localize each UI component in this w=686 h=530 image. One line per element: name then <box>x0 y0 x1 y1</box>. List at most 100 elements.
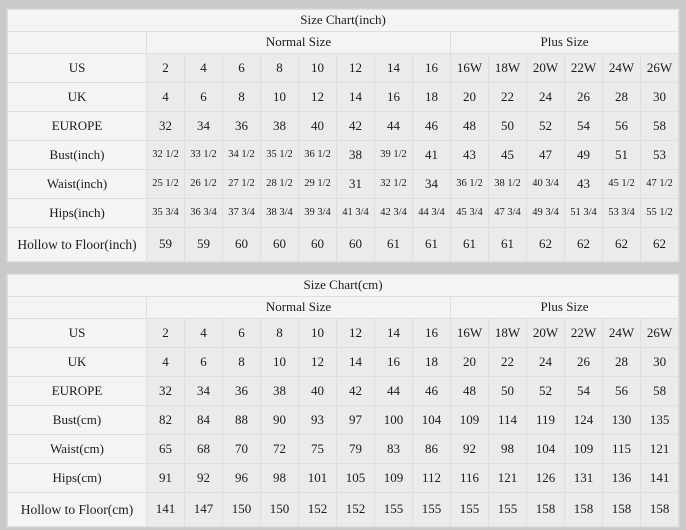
row-label: Bust(inch) <box>7 140 147 170</box>
data-cell: 56 <box>602 376 641 406</box>
data-cell: 152 <box>298 492 337 527</box>
data-cell: 121 <box>488 463 527 493</box>
data-cell: 53 3/4 <box>602 198 641 228</box>
chart-title: Size Chart(inch) <box>6 9 680 32</box>
data-cell: 88 <box>222 405 261 435</box>
data-cell: 45 <box>488 140 527 170</box>
data-cell: 28 1/2 <box>260 169 299 199</box>
data-cell: 48 <box>450 376 489 406</box>
data-cell: 10 <box>298 318 337 348</box>
data-cell: 46 <box>412 376 451 406</box>
table-row: EUROPE 32 34 36 38 40 42 44 46 48 50 52 54 56 58 <box>7 376 680 406</box>
data-cell: 6 <box>184 347 223 377</box>
table-row: Hips(inch) 35 3/4 36 3/4 37 3/4 38 3/4 39 3/4… <box>7 198 680 228</box>
data-cell: 70 <box>222 434 261 464</box>
data-cell: 28 <box>602 347 641 377</box>
table-row: Hollow to Floor(inch) 59 59 60 60 60 60 61 61 61 6… <box>7 227 680 262</box>
data-cell: 124 <box>564 405 603 435</box>
data-cell: 26W <box>639 53 680 83</box>
data-cell: 10 <box>298 53 337 83</box>
data-cell: 30 <box>639 82 680 112</box>
data-cell: 8 <box>260 318 299 348</box>
data-cell: 104 <box>412 405 451 435</box>
data-cell: 36 1/2 <box>450 169 489 199</box>
row-label: Waist(inch) <box>7 169 147 199</box>
data-cell: 38 <box>260 376 299 406</box>
row-label: Bust(cm) <box>7 405 147 435</box>
data-cell: 141 <box>639 463 680 493</box>
data-cell: 38 3/4 <box>260 198 299 228</box>
data-cell: 34 <box>412 169 451 199</box>
data-cell: 52 <box>526 111 565 141</box>
data-cell: 4 <box>184 53 223 83</box>
data-cell: 24 <box>526 347 565 377</box>
data-cell: 41 3/4 <box>336 198 375 228</box>
data-cell: 92 <box>184 463 223 493</box>
data-cell: 147 <box>184 492 223 527</box>
data-cell: 62 <box>602 227 641 262</box>
table-row: US 2 4 6 8 10 12 14 16 16W 18W 20W 22W 24W 26W <box>7 53 680 83</box>
row-label: EUROPE <box>7 376 147 406</box>
data-cell: 55 1/2 <box>639 198 680 228</box>
data-cell: 47 1/2 <box>639 169 680 199</box>
data-cell: 22 <box>488 82 527 112</box>
data-cell: 26 <box>564 347 603 377</box>
data-cell: 28 <box>602 82 641 112</box>
data-cell: 22 <box>488 347 527 377</box>
data-cell: 96 <box>222 463 261 493</box>
row-label: EUROPE <box>7 111 147 141</box>
data-cell: 43 <box>564 169 603 199</box>
data-cell: 6 <box>222 53 261 83</box>
data-cell: 56 <box>602 111 641 141</box>
data-cell: 155 <box>488 492 527 527</box>
data-cell: 135 <box>639 405 680 435</box>
table-row: Waist(cm) 65 68 70 72 75 79 83 86 92 98 104 109 115 12… <box>7 434 680 464</box>
data-cell: 4 <box>146 82 185 112</box>
row-label: Waist(cm) <box>7 434 147 464</box>
data-cell: 20 <box>450 82 489 112</box>
table-row: US 2 4 6 8 10 12 14 16 16W 18W 20W 22W 24W 26W <box>7 318 680 348</box>
data-cell: 32 1/2 <box>374 169 413 199</box>
data-cell: 91 <box>146 463 185 493</box>
data-cell: 20 <box>450 347 489 377</box>
data-cell: 20W <box>526 318 565 348</box>
data-cell: 83 <box>374 434 413 464</box>
data-cell: 44 3/4 <box>412 198 451 228</box>
chart-title-row: Size Chart(inch) <box>6 9 680 32</box>
data-cell: 16 <box>412 318 451 348</box>
data-cell: 30 <box>639 347 680 377</box>
data-cell: 24W <box>602 318 641 348</box>
data-cell: 39 3/4 <box>298 198 337 228</box>
data-cell: 75 <box>298 434 337 464</box>
data-cell: 136 <box>602 463 641 493</box>
table-row: Hollow to Floor(cm) 141 147 150 150 152 152 155… <box>7 492 680 527</box>
data-cell: 82 <box>146 405 185 435</box>
table-row: EUROPE 32 34 36 38 40 42 44 46 48 50 52 54 56 58 <box>7 111 680 141</box>
data-cell: 35 3/4 <box>146 198 185 228</box>
row-label: Hips(cm) <box>7 463 147 493</box>
data-cell: 8 <box>260 53 299 83</box>
data-cell: 22W <box>564 53 603 83</box>
data-cell: 60 <box>298 227 337 262</box>
data-cell: 59 <box>146 227 185 262</box>
data-cell: 58 <box>639 376 680 406</box>
data-cell: 12 <box>336 318 375 348</box>
data-cell: 6 <box>184 82 223 112</box>
data-cell: 97 <box>336 405 375 435</box>
data-cell: 131 <box>564 463 603 493</box>
data-cell: 10 <box>260 82 299 112</box>
data-cell: 51 <box>602 140 641 170</box>
data-cell: 42 3/4 <box>374 198 413 228</box>
group-header-row: Normal Size Plus Size <box>7 31 680 54</box>
data-cell: 109 <box>374 463 413 493</box>
row-label: UK <box>7 82 147 112</box>
data-cell: 26 <box>564 82 603 112</box>
data-cell: 16 <box>374 347 413 377</box>
data-cell: 48 <box>450 111 489 141</box>
data-cell: 16 <box>374 82 413 112</box>
chart-title-row: Size Chart(cm) <box>6 274 680 297</box>
data-cell: 16 <box>412 53 451 83</box>
data-cell: 14 <box>336 347 375 377</box>
data-cell: 32 <box>146 376 185 406</box>
